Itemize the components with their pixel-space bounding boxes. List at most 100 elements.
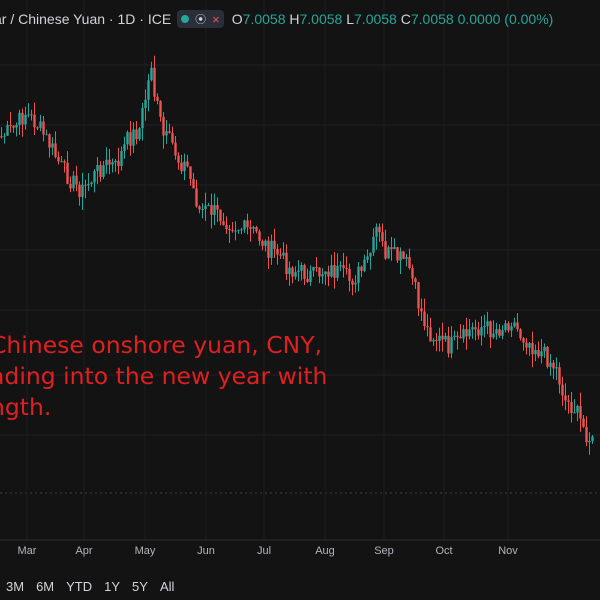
candle-body — [381, 232, 384, 242]
candle-body — [186, 161, 189, 167]
x-tick-label: Aug — [315, 545, 335, 557]
period-button-3m[interactable]: 3M — [6, 578, 25, 594]
candle-body — [474, 327, 477, 330]
candle-body — [303, 265, 306, 279]
candle-body — [513, 322, 516, 327]
candle-body — [498, 329, 501, 336]
candle-body — [183, 161, 186, 172]
candle-body — [546, 346, 549, 367]
candle-body — [216, 205, 219, 210]
candle-body — [318, 267, 321, 277]
candle-body — [195, 188, 198, 207]
candle-body — [207, 205, 210, 207]
candle-body — [507, 323, 510, 331]
candle-body — [138, 128, 141, 140]
period-button-5y[interactable]: 5Y — [132, 578, 148, 594]
candle-body — [420, 308, 423, 312]
candle-body — [378, 226, 381, 233]
candle-body — [270, 240, 273, 258]
candle-body — [549, 362, 552, 367]
candle-body — [432, 339, 435, 342]
candle-body — [108, 159, 111, 165]
candle-body — [339, 265, 342, 267]
candle-body — [243, 220, 246, 230]
period-button-1y[interactable]: 1Y — [104, 578, 121, 594]
candle-body — [78, 184, 81, 198]
candle-body — [468, 329, 471, 337]
symbol-title[interactable]: ar / Chinese Yuan · 1D · ICE — [0, 11, 172, 27]
candle-body — [192, 179, 195, 189]
candle-body — [156, 96, 159, 101]
candle-body — [144, 99, 147, 109]
chart-grid — [0, 0, 600, 541]
candle-body — [483, 326, 486, 328]
candle-body — [150, 67, 153, 81]
candlestick-series — [0, 55, 594, 455]
candle-body — [414, 278, 417, 283]
candle-body — [375, 226, 378, 237]
candle-body — [189, 166, 192, 180]
candle-body — [450, 336, 453, 354]
candle-body — [504, 323, 507, 331]
candle-body — [396, 247, 399, 261]
candle-body — [405, 256, 408, 259]
candle-body — [456, 335, 459, 338]
ohlc-values: O7.0058 H7.0058 L7.0058 C7.0058 0.0000 (… — [232, 11, 554, 27]
candle-body — [429, 327, 432, 342]
close-icon[interactable]: × — [212, 11, 220, 27]
candle-body — [267, 240, 270, 258]
x-tick-label: Apr — [75, 545, 92, 557]
candle-body — [228, 229, 231, 231]
candle-body — [306, 278, 309, 282]
candle-body — [486, 321, 489, 327]
candle-body — [165, 131, 168, 136]
candle-body — [99, 165, 102, 177]
candle-body — [135, 129, 138, 140]
period-button-ytd[interactable]: YTD — [66, 578, 93, 594]
change-value: 0.0000 (0.00%) — [457, 11, 554, 27]
candle-body — [0, 136, 3, 138]
eye-icon[interactable]: ⦿ — [195, 14, 207, 26]
candle-body — [300, 265, 303, 271]
candle-body — [336, 265, 339, 278]
candle-body — [126, 132, 129, 145]
candle-body — [582, 418, 585, 427]
candle-body — [162, 116, 165, 136]
candle-body — [27, 114, 30, 116]
candle-body — [258, 231, 261, 241]
candle-body — [459, 337, 462, 339]
candle-body — [528, 343, 531, 348]
candle-body — [105, 159, 108, 166]
period-button-6m[interactable]: 6M — [36, 578, 55, 594]
candle-body — [252, 227, 255, 229]
candle-body — [9, 125, 12, 127]
candle-body — [225, 224, 228, 230]
x-tick-label: Oct — [435, 545, 452, 557]
candle-body — [210, 205, 213, 215]
open-value: 7.0058 — [242, 11, 286, 27]
candle-body — [54, 143, 57, 158]
close-label: C — [400, 11, 411, 27]
candle-body — [231, 230, 234, 232]
candle-body — [351, 280, 354, 285]
candle-body — [357, 266, 360, 283]
candle-body — [561, 384, 564, 396]
low-value: 7.0058 — [354, 11, 397, 27]
candle-body — [441, 335, 444, 340]
candle-body — [66, 162, 69, 184]
candle-body — [147, 80, 150, 100]
candle-body — [399, 251, 402, 261]
candle-body — [51, 143, 54, 148]
candle-body — [129, 132, 132, 146]
period-button-all[interactable]: All — [159, 578, 175, 594]
close-value: 7.0058 — [410, 11, 454, 27]
candle-body — [465, 329, 468, 337]
candle-body — [579, 405, 582, 419]
candle-body — [567, 400, 570, 402]
candle-body — [24, 114, 27, 125]
candle-body — [453, 335, 456, 337]
x-tick-label: Sep — [374, 545, 394, 557]
candle-body — [261, 240, 264, 246]
candle-body — [219, 209, 222, 222]
